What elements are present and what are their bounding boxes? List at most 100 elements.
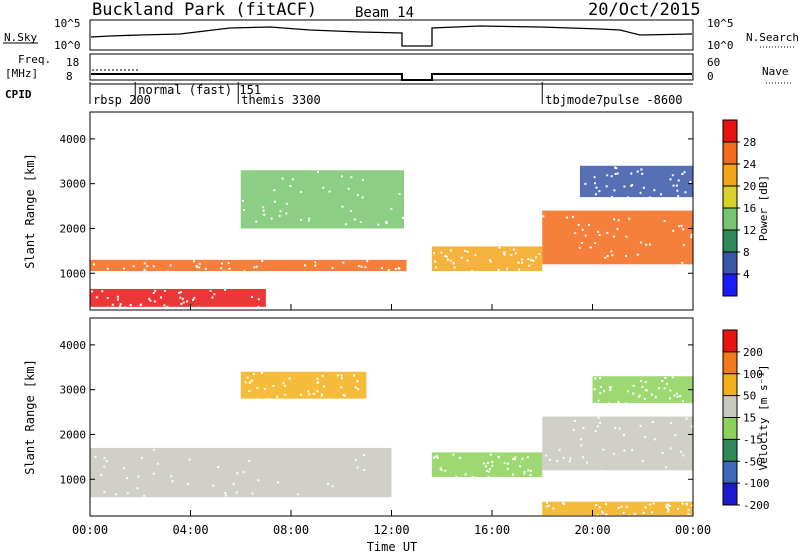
echo-speckle bbox=[257, 305, 260, 308]
echo-speckle bbox=[331, 267, 334, 270]
echo-speckle bbox=[170, 475, 173, 478]
echo-speckle bbox=[171, 480, 174, 483]
echo-speckle bbox=[616, 172, 619, 175]
echo-speckle bbox=[328, 190, 331, 193]
echo-speckle bbox=[637, 395, 640, 398]
echo-speckle bbox=[664, 377, 667, 380]
echo-speckle bbox=[633, 512, 636, 515]
echo-speckle bbox=[103, 457, 106, 460]
echo-speckle bbox=[464, 249, 467, 252]
echo-speckle bbox=[279, 210, 282, 213]
echo-speckle bbox=[661, 379, 664, 382]
echo-speckle bbox=[594, 377, 597, 380]
colorbar-swatch bbox=[723, 186, 737, 208]
echo-speckle bbox=[627, 390, 630, 393]
echo-speckle bbox=[263, 213, 266, 216]
echo-speckle bbox=[458, 456, 461, 459]
beam-label: Beam 14 bbox=[355, 5, 414, 21]
echo-speckle bbox=[252, 373, 255, 376]
echo-speckle bbox=[248, 460, 251, 463]
echo-speckle bbox=[342, 261, 345, 264]
echo-speckle bbox=[651, 511, 654, 514]
echo-speckle bbox=[314, 264, 317, 267]
echo-speckle bbox=[242, 471, 245, 474]
echo-speckle bbox=[439, 467, 442, 470]
colorbar-tick-label: -50 bbox=[743, 455, 763, 468]
echo-speckle bbox=[227, 262, 230, 265]
echo-speckle bbox=[455, 476, 458, 479]
echo-speckle bbox=[211, 296, 214, 299]
echo-speckle bbox=[580, 438, 583, 441]
echo-speckle bbox=[236, 472, 239, 475]
echo-speckle bbox=[486, 462, 489, 465]
echo-speckle bbox=[611, 196, 614, 199]
echo-speckle bbox=[597, 230, 600, 233]
date-label: 20/Oct/2015 bbox=[588, 0, 701, 20]
data-gap bbox=[406, 112, 432, 310]
echo-speckle bbox=[665, 506, 668, 509]
echo-speckle bbox=[398, 193, 401, 196]
echo-speckle bbox=[615, 167, 618, 170]
cpid-mode-label: tbjmode7pulse -8600 bbox=[545, 93, 682, 107]
echo-speckle bbox=[488, 467, 491, 470]
echo-speckle bbox=[198, 262, 201, 265]
echo-speckle bbox=[489, 453, 492, 456]
echo-speckle bbox=[668, 397, 671, 400]
echo-speckle bbox=[613, 166, 616, 169]
echo-speckle bbox=[552, 507, 555, 510]
echo-speckle bbox=[111, 303, 114, 306]
echo-speckle bbox=[223, 270, 226, 273]
echo-speckle bbox=[545, 454, 548, 457]
freq-unit-label: [MHz] bbox=[5, 67, 38, 80]
echo-speckle bbox=[497, 268, 500, 271]
echo-speckle bbox=[124, 306, 127, 309]
echo-speckle bbox=[152, 265, 155, 268]
echo-speckle bbox=[322, 186, 325, 189]
echo-speckle bbox=[340, 377, 343, 380]
colorbar-tick-label: 4 bbox=[743, 268, 750, 281]
x-tick-label: 04:00 bbox=[172, 523, 208, 537]
echo-speckle bbox=[598, 421, 601, 424]
echo-speckle bbox=[482, 462, 485, 465]
nave-tick-bottom: 0 bbox=[707, 70, 714, 83]
echo-speckle bbox=[195, 265, 198, 268]
echo-speckle bbox=[676, 395, 679, 398]
x-tick-label: 08:00 bbox=[273, 523, 309, 537]
echo-speckle bbox=[624, 402, 627, 405]
echo-speckle bbox=[180, 302, 183, 305]
echo-speckle bbox=[518, 268, 521, 271]
echo-speckle bbox=[503, 462, 506, 465]
echo-speckle bbox=[675, 392, 678, 395]
echo-speckle bbox=[222, 270, 225, 273]
echo-speckle bbox=[663, 220, 666, 223]
echo-speckle bbox=[582, 427, 585, 430]
colorbar-swatch bbox=[723, 351, 737, 374]
echo-speckle bbox=[617, 506, 620, 509]
echo-speckle bbox=[625, 505, 628, 508]
echo-speckle bbox=[618, 427, 621, 430]
echo-speckle bbox=[471, 270, 474, 273]
y-tick-label: 3000 bbox=[60, 178, 87, 191]
nave-tick-top: 60 bbox=[707, 56, 720, 69]
colorbar-swatch bbox=[723, 164, 737, 186]
echo-speckle bbox=[669, 178, 672, 181]
echo-speckle bbox=[589, 246, 592, 249]
echo-speckle bbox=[94, 455, 97, 458]
echo-speckle bbox=[669, 389, 672, 392]
echo-speckle bbox=[630, 172, 633, 175]
echo-speckle bbox=[620, 505, 623, 508]
echo-speckle bbox=[625, 254, 628, 257]
echo-speckle bbox=[436, 456, 439, 459]
echo-speckle bbox=[681, 261, 684, 264]
echo-speckle bbox=[580, 444, 583, 447]
echo-speckle bbox=[636, 253, 639, 256]
echo-speckle bbox=[349, 209, 352, 212]
echo-speckle bbox=[248, 390, 251, 393]
nsky-trace bbox=[90, 25, 693, 47]
echo-speckle bbox=[574, 232, 577, 235]
echo-speckle bbox=[291, 178, 294, 181]
echo-speckle bbox=[598, 506, 601, 509]
echo-speckle bbox=[289, 185, 292, 188]
echo-speckle bbox=[521, 457, 524, 460]
